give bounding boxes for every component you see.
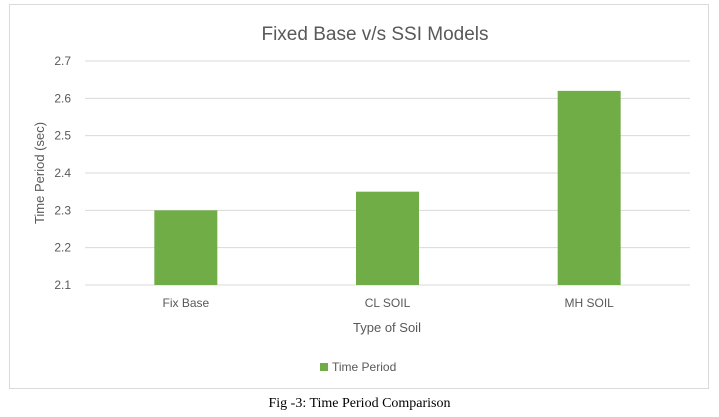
- x-tick-label: Fix Base: [162, 296, 209, 310]
- x-axis-label: Type of Soil: [353, 320, 421, 335]
- bars: [154, 90, 621, 285]
- legend-swatch: [320, 363, 328, 371]
- y-tick-label: 2.1: [54, 278, 71, 292]
- legend: Time Period: [320, 360, 396, 374]
- y-tick-label: 2.3: [54, 203, 71, 217]
- chart-title: Fixed Base v/s SSI Models: [261, 24, 488, 45]
- bar-fix-base: [154, 210, 218, 285]
- y-tick-label: 2.4: [54, 166, 71, 180]
- figure-caption: Fig -3: Time Period Comparison: [268, 396, 451, 411]
- y-tick-label: 2.5: [54, 129, 71, 143]
- y-tick-labels: 2.1 2.2 2.3 2.4 2.5 2.6 2.7: [54, 54, 71, 292]
- legend-label: Time Period: [332, 360, 396, 374]
- bar-cl-soil: [356, 191, 419, 285]
- x-tick-labels: Fix Base CL SOIL MH SOIL: [162, 296, 614, 310]
- y-axis-label: Time Period (sec): [32, 122, 47, 224]
- x-tick-label: MH SOIL: [564, 296, 614, 310]
- x-tick-label: CL SOIL: [365, 296, 411, 310]
- bar-mh-soil: [557, 90, 621, 285]
- y-tick-label: 2.2: [54, 241, 71, 255]
- y-tick-label: 2.6: [54, 91, 71, 105]
- y-tick-label: 2.7: [54, 54, 71, 68]
